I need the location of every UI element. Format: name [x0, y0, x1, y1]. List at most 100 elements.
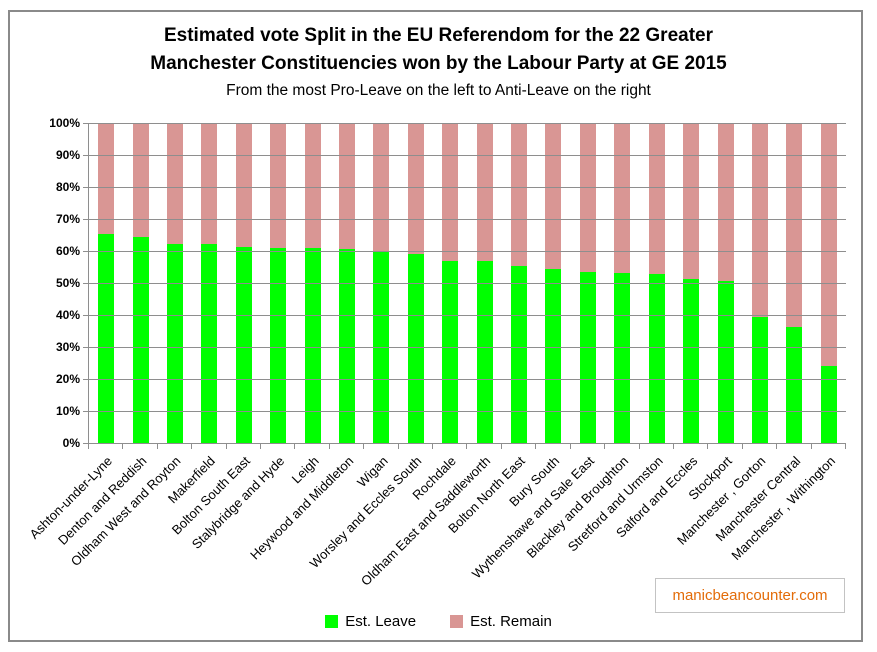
bar-segment-leave: [545, 268, 562, 443]
bar-segment-leave: [683, 278, 700, 443]
bar-segment-leave: [751, 317, 768, 443]
bar-slot: [227, 123, 261, 443]
bar-segment-remain: [511, 123, 528, 267]
x-tick: [571, 444, 606, 449]
gridline: [89, 251, 846, 252]
bar-slot: [536, 123, 570, 443]
bar-segment-leave: [270, 247, 287, 443]
legend: Est. Leave Est. Remain: [0, 609, 877, 633]
bar-segment-remain: [407, 123, 424, 254]
bar-segment-remain: [304, 123, 321, 249]
bar-segment-leave: [442, 260, 459, 443]
bar-segment-remain: [132, 123, 149, 237]
x-tick: [261, 444, 296, 449]
y-axis-label: 10%: [55, 404, 80, 418]
chart-title-line-1: Estimated vote Split in the EU Referendo…: [163, 25, 713, 46]
bar-segment-remain: [579, 123, 596, 272]
y-tick: [83, 123, 89, 124]
y-axis-label: 90%: [55, 148, 80, 162]
x-tick: [330, 444, 365, 449]
gridline: [89, 347, 846, 348]
bar-slot: [89, 123, 123, 443]
y-axis-label: 60%: [55, 244, 80, 258]
bar-segment-leave: [201, 244, 218, 443]
x-tick: [812, 444, 846, 449]
x-tick: [743, 444, 778, 449]
gridline: [89, 219, 846, 220]
x-tick: [364, 444, 399, 449]
stacked-bar: [717, 123, 734, 443]
legend-item-leave: Est. Leave: [325, 613, 416, 630]
bar-slot: [571, 123, 605, 443]
x-tick: [399, 444, 434, 449]
watermark-text: manicbeancounter.com: [672, 587, 828, 604]
gridline: [89, 123, 846, 124]
bar-slot: [192, 123, 226, 443]
y-axis-label: 50%: [55, 276, 80, 290]
stacked-bar: [304, 123, 321, 443]
x-tick: [192, 444, 227, 449]
bar-slot: [158, 123, 192, 443]
x-tick: [502, 444, 537, 449]
legend-item-remain: Est. Remain: [450, 613, 552, 630]
x-tick: [158, 444, 193, 449]
stacked-bar: [132, 123, 149, 443]
y-tick: [83, 411, 89, 412]
x-axis-label: Leigh: [288, 453, 322, 487]
bar-slot: [777, 123, 811, 443]
bar-segment-remain: [545, 123, 562, 269]
x-tick: [536, 444, 571, 449]
x-tick: [89, 444, 124, 449]
bar-slot: [812, 123, 846, 443]
bar-segment-leave: [648, 273, 665, 443]
legend-label-remain: Est. Remain: [470, 612, 552, 630]
x-tick: [640, 444, 674, 449]
y-tick: [83, 187, 89, 188]
legend-label-leave: Est. Leave: [345, 612, 417, 630]
bar-segment-leave: [614, 272, 631, 443]
stacked-bar: [545, 123, 562, 443]
x-tick: [708, 444, 743, 449]
bar-segment-remain: [442, 123, 459, 261]
y-axis-label: 80%: [55, 180, 80, 194]
bar-slot: [502, 123, 536, 443]
bar-segment-leave: [235, 246, 252, 443]
stacked-bar: [786, 123, 803, 443]
y-tick: [83, 155, 89, 156]
bar-segment-remain: [683, 123, 700, 279]
x-tick: [674, 444, 709, 449]
gridline: [89, 155, 846, 156]
bar-segment-remain: [786, 123, 803, 327]
y-axis-labels: 100% 90% 80% 70% 60% 50% 40% 30% 20% 10% 0%: [0, 116, 80, 450]
bar-slot: [433, 123, 467, 443]
bar-slot: [261, 123, 295, 443]
stacked-bar: [476, 123, 493, 443]
plot-area: [83, 123, 846, 444]
chart-subtitle: From the most Pro-Leave on the left to A…: [226, 82, 651, 99]
y-axis-label: 100%: [49, 116, 80, 130]
bar-slot: [123, 123, 157, 443]
legend-swatch-leave-icon: [325, 614, 339, 628]
gridline: [89, 283, 846, 284]
y-tick: [83, 443, 89, 444]
y-axis-label: 30%: [55, 340, 80, 354]
bar-slot: [708, 123, 742, 443]
y-tick: [83, 347, 89, 348]
bar-slot: [295, 123, 329, 443]
bar-segment-leave: [304, 248, 321, 443]
bar-segment-leave: [820, 366, 837, 443]
bar-slot: [330, 123, 364, 443]
bar-slot: [640, 123, 674, 443]
y-axis-label: 40%: [55, 308, 80, 322]
stacked-bar: [683, 123, 700, 443]
bar-segment-leave: [717, 280, 734, 443]
legend-swatch-remain-icon: [450, 614, 464, 628]
bar-segment-remain: [270, 123, 287, 248]
bars-container: [89, 123, 846, 443]
y-tick: [83, 315, 89, 316]
y-axis-label: 20%: [55, 372, 80, 386]
gridline: [89, 187, 846, 188]
bar-segment-leave: [786, 326, 803, 443]
stacked-bar: [648, 123, 665, 443]
